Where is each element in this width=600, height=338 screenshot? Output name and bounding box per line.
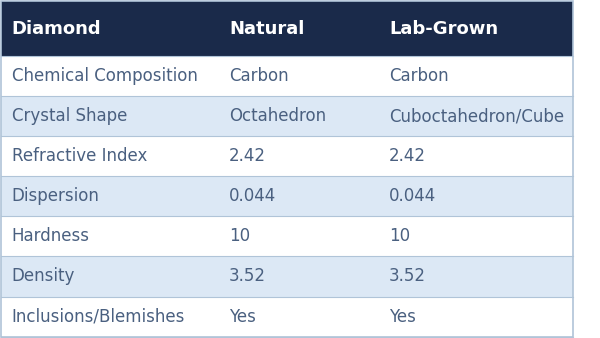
Text: Refractive Index: Refractive Index (11, 147, 147, 165)
Text: Chemical Composition: Chemical Composition (11, 67, 197, 85)
Text: 2.42: 2.42 (389, 147, 426, 165)
Text: Dispersion: Dispersion (11, 187, 100, 205)
Text: Density: Density (11, 267, 75, 286)
Bar (1, 216, 573, 257)
Text: 0.044: 0.044 (229, 187, 276, 205)
Text: 0.044: 0.044 (389, 187, 436, 205)
Text: 10: 10 (389, 227, 410, 245)
Bar (1, 1, 573, 56)
Text: Carbon: Carbon (389, 67, 449, 85)
Text: 2.42: 2.42 (229, 147, 266, 165)
Text: Natural: Natural (229, 20, 304, 38)
Text: Crystal Shape: Crystal Shape (11, 107, 127, 125)
Text: Hardness: Hardness (11, 227, 89, 245)
Bar (1, 296, 573, 337)
Text: Lab-Grown: Lab-Grown (389, 20, 498, 38)
Bar (1, 136, 573, 176)
Text: 3.52: 3.52 (229, 267, 266, 286)
Text: 10: 10 (229, 227, 250, 245)
Bar (1, 96, 573, 136)
Text: Cuboctahedron/Cube: Cuboctahedron/Cube (389, 107, 564, 125)
Bar (1, 176, 573, 216)
Text: Yes: Yes (229, 308, 256, 325)
Text: Diamond: Diamond (11, 20, 101, 38)
Text: 3.52: 3.52 (389, 267, 426, 286)
Text: Octahedron: Octahedron (229, 107, 326, 125)
Bar (1, 56, 573, 96)
Text: Carbon: Carbon (229, 67, 289, 85)
Text: Yes: Yes (389, 308, 416, 325)
Text: Inclusions/Blemishes: Inclusions/Blemishes (11, 308, 185, 325)
Bar (1, 257, 573, 296)
